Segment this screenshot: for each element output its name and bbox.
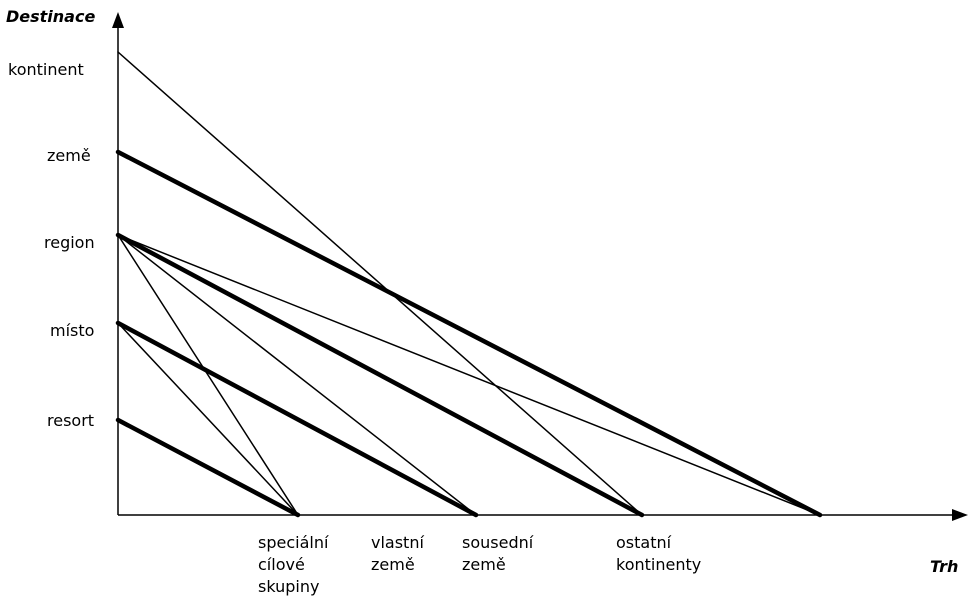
x-label-vlastni-line-2: země <box>371 555 415 574</box>
x-label-specialni-line-3: skupiny <box>258 577 319 596</box>
link-misto-to-sousedni <box>115 320 479 518</box>
y-label-misto: místo <box>50 321 94 340</box>
x-label-specialni: speciální cílové skupiny <box>258 533 334 596</box>
y-label-kontinent: kontinent <box>8 60 84 79</box>
x-label-ostatni-line-1: ostatní <box>616 533 672 552</box>
x-label-ostatni-line-2: kontinenty <box>616 555 701 574</box>
x-label-sousedni-line-1: sousední <box>462 533 534 552</box>
link-region-to-specialni <box>117 234 299 516</box>
x-label-sousedni: sousední země <box>462 533 538 574</box>
y-label-resort: resort <box>47 411 94 430</box>
link-resort-to-specialni <box>115 417 301 518</box>
link-misto-to-specialni <box>117 322 299 516</box>
x-label-vlastni-line-1: vlastní <box>371 533 424 552</box>
y-axis-title: Destinace <box>6 7 95 26</box>
y-axis-arrow <box>112 12 124 28</box>
x-axis-arrow <box>952 509 968 521</box>
x-axis-title: Trh <box>930 557 958 576</box>
link-region-to-ostatni <box>115 232 645 518</box>
link-region-to-end <box>117 234 821 516</box>
link-kontinent-to-ostatni <box>117 51 643 516</box>
link-lines <box>115 51 823 518</box>
y-label-zeme: země <box>47 146 91 165</box>
x-label-sousedni-line-2: země <box>462 555 506 574</box>
x-label-vlastni: vlastní země <box>371 533 429 574</box>
x-label-specialni-line-2: cílové <box>258 555 305 574</box>
link-zeme-to-end <box>115 149 823 518</box>
y-label-region: region <box>44 233 95 252</box>
link-region-to-sousedni <box>117 234 477 516</box>
x-label-specialni-line-1: speciální <box>258 533 329 552</box>
x-label-ostatni: ostatní kontinenty <box>616 533 701 574</box>
